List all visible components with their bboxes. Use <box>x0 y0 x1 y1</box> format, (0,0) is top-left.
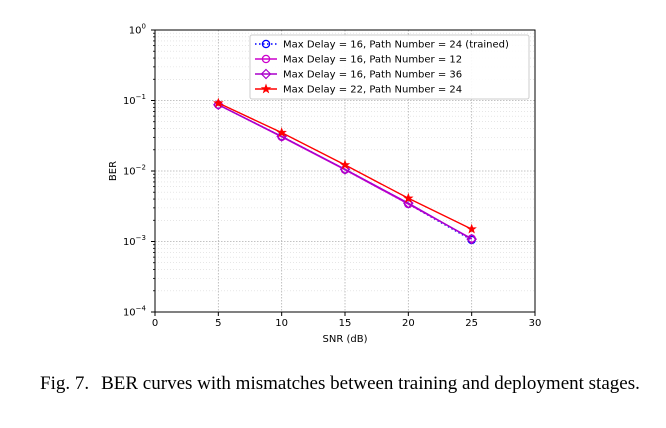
legend-entry: Max Delay = 16, Path Number = 12 <box>255 55 462 66</box>
x-tick-label: 30 <box>529 318 542 329</box>
legend: Max Delay = 16, Path Number = 24 (traine… <box>249 34 530 100</box>
x-tick-label: 25 <box>465 318 478 329</box>
y-tick-label: 10−3 <box>123 234 146 248</box>
legend-entry: Max Delay = 16, Path Number = 24 (traine… <box>255 40 509 51</box>
data-point <box>212 99 224 111</box>
legend-entry: Max Delay = 22, Path Number = 24 <box>255 83 462 96</box>
x-tick-label: 10 <box>275 318 288 329</box>
data-point <box>403 192 414 203</box>
data-point <box>402 197 414 209</box>
legend-label: Max Delay = 16, Path Number = 24 (traine… <box>283 40 509 51</box>
legend-marker <box>260 68 272 80</box>
y-tick-label: 10−2 <box>123 164 146 178</box>
y-tick-label: 100 <box>129 23 146 37</box>
x-tick-label: 20 <box>402 318 415 329</box>
x-axis-label: SNR (dB) <box>323 334 368 345</box>
series-4 <box>213 97 477 234</box>
legend-label: Max Delay = 16, Path Number = 12 <box>283 55 462 66</box>
legend-box <box>249 34 530 100</box>
y-tick-label: 10−4 <box>123 305 147 319</box>
legend-label: Max Delay = 16, Path Number = 36 <box>283 70 462 81</box>
y-tick-label: 10−1 <box>123 93 146 107</box>
y-axis-label: BER <box>108 161 119 181</box>
x-tick-label: 15 <box>339 318 352 329</box>
data-point <box>339 159 351 170</box>
legend-marker <box>260 83 272 94</box>
caption-label: Fig. 7. <box>40 373 90 394</box>
x-tick-label: 0 <box>152 318 158 329</box>
data-point <box>339 163 351 175</box>
legend-marker <box>261 54 271 64</box>
legend-marker <box>261 39 271 49</box>
data-series <box>212 97 478 245</box>
axis-ticks: 0 5 10 15 20 25 30 10−4 10−3 10−2 10−1 100 <box>123 23 541 330</box>
data-point <box>213 97 224 108</box>
figure-caption: Fig. 7. BER curves with mismatches betwee… <box>40 372 640 395</box>
data-point <box>466 233 478 245</box>
x-tick-label: 5 <box>215 318 221 329</box>
data-point <box>466 223 477 234</box>
series-3 <box>212 99 478 245</box>
legend-label: Max Delay = 22, Path Number = 24 <box>283 85 462 96</box>
caption-text: BER curves with mismatches between train… <box>101 373 640 394</box>
series-line <box>218 104 473 240</box>
legend-entry: Max Delay = 16, Path Number = 36 <box>255 68 462 81</box>
data-point <box>276 127 287 138</box>
